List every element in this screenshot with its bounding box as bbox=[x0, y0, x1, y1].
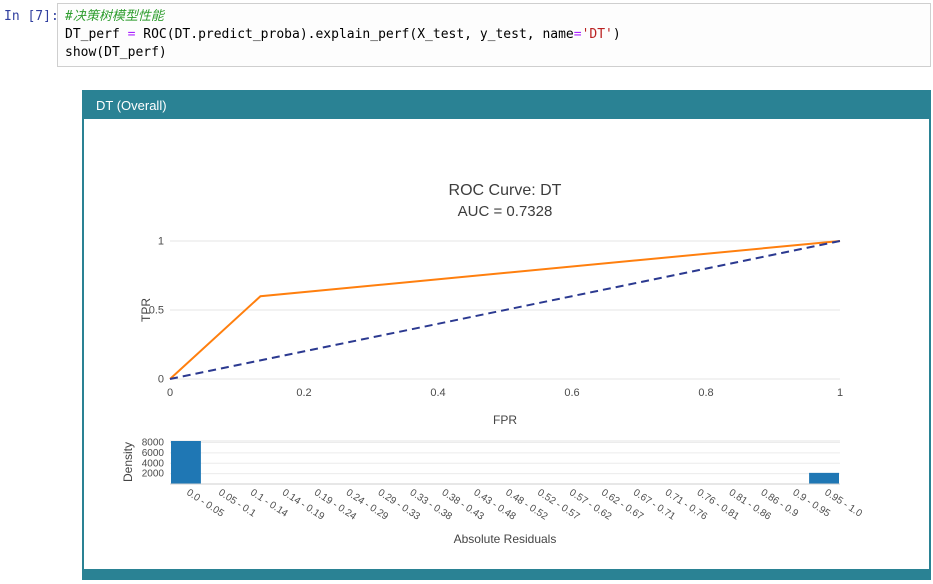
roc-plot: 0 0.5 1 0 0.2 0.4 0.6 0.8 1 bbox=[149, 236, 843, 400]
code-line: show(DT_perf) bbox=[65, 44, 923, 62]
plot-area: 0 0.5 1 0 0.2 0.4 0.6 0.8 1 2000 4000 6000 8000 0.0 … bbox=[84, 119, 929, 569]
cell-prompt: In [7]: bbox=[4, 9, 59, 24]
hist-y-tick-label: 8000 bbox=[142, 438, 165, 449]
card-header-title: DT (Overall) bbox=[96, 98, 167, 113]
hist-y-tick-label: 4000 bbox=[142, 458, 165, 469]
code-token-plain: ROC(DT.predict_proba).explain_perf(X_tes… bbox=[135, 27, 574, 42]
chart-subtitle: AUC = 0.7328 bbox=[458, 203, 553, 220]
hist-xaxis-title: Absolute Residuals bbox=[454, 532, 557, 546]
code-token-comment: #决策树模型性能 bbox=[65, 9, 164, 24]
code-token-string: 'DT' bbox=[581, 27, 613, 42]
card-header: DT (Overall) bbox=[84, 92, 929, 119]
roc-xaxis-title: FPR bbox=[493, 413, 517, 427]
x-tick-label: 0.2 bbox=[296, 387, 311, 399]
card-footer bbox=[84, 569, 929, 578]
code-token-plain: ) bbox=[612, 27, 621, 42]
hist-bar bbox=[809, 472, 839, 484]
x-tick-label: 0 bbox=[167, 387, 173, 399]
roc-histogram-chart[interactable]: 0 0.5 1 0 0.2 0.4 0.6 0.8 1 20004000600080000.0 … bbox=[84, 119, 929, 569]
roc-curve-line bbox=[169, 240, 841, 380]
x-tick-label: 0.6 bbox=[564, 387, 579, 399]
code-token-op: = bbox=[573, 27, 582, 42]
y-tick-label: 0 bbox=[158, 374, 164, 386]
hist-bar bbox=[171, 441, 201, 484]
x-tick-label: 0.8 bbox=[698, 387, 713, 399]
hist-y-tick-label: 6000 bbox=[142, 448, 165, 459]
interpret-card: DT (Overall) 0 0.5 1 0 0.2 0.4 0.6 0.8 1 2000 400… bbox=[82, 90, 931, 580]
code-line: #决策树模型性能 bbox=[65, 8, 923, 26]
y-tick-label: 0.5 bbox=[149, 305, 164, 317]
code-token-plain: show(DT_perf) bbox=[65, 45, 167, 60]
code-line: DT_perf = ROC(DT.predict_proba).explain_… bbox=[65, 26, 923, 44]
code-token-op: = bbox=[127, 27, 136, 42]
code-input[interactable]: #决策树模型性能 DT_perf = ROC(DT.predict_proba).… bbox=[57, 3, 931, 67]
chart-title: ROC Curve: DT bbox=[449, 182, 562, 199]
x-tick-label: 0.4 bbox=[430, 387, 445, 399]
chance-diagonal-line bbox=[169, 240, 841, 380]
hist-y-tick-label: 2000 bbox=[142, 469, 165, 480]
x-tick-label: 1 bbox=[837, 387, 843, 399]
roc-yaxis-title: TPR bbox=[139, 298, 153, 322]
y-tick-label: 1 bbox=[158, 236, 164, 248]
hist-yaxis-title: Density bbox=[121, 442, 135, 482]
code-token-plain: DT_perf bbox=[65, 27, 128, 42]
